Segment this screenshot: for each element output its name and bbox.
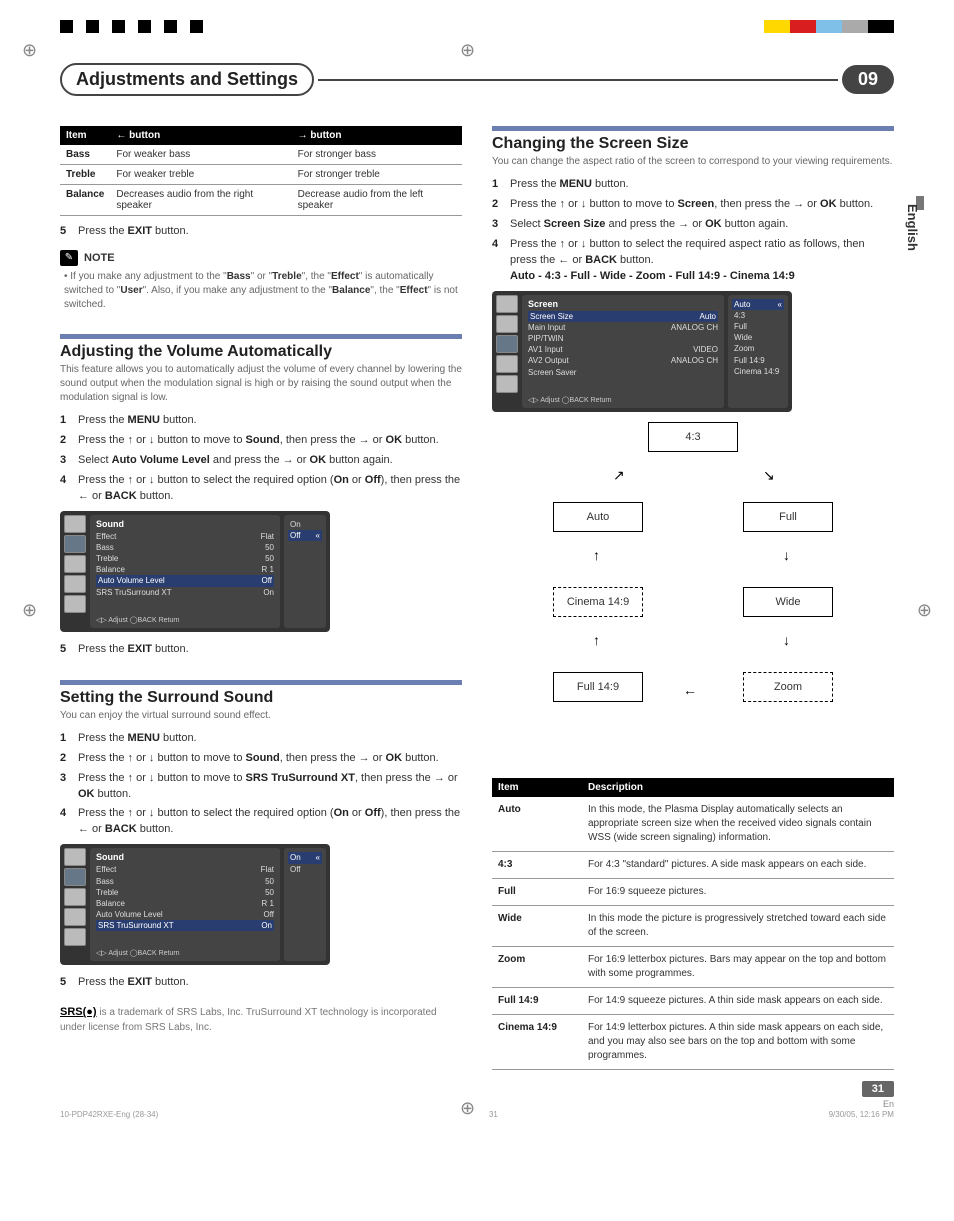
- section-title: Adjusting the Volume Automatically: [60, 343, 462, 361]
- section-subtitle: You can enjoy the virtual surround sound…: [60, 709, 462, 723]
- section-title: Changing the Screen Size: [492, 135, 894, 153]
- osd-sound-2: Sound EffectFlat Bass50 Treble50 Balance…: [60, 844, 330, 965]
- language-tab: English: [905, 204, 920, 251]
- crop-mark: ⊕: [460, 1098, 475, 1119]
- screen-size-table: ItemDescription AutoIn this mode, the Pl…: [492, 778, 894, 1070]
- adjustment-table: Item← button→ button BassFor weaker bass…: [60, 126, 462, 216]
- screen-size-flowchart: 4:3 ↗ ↘ Auto Full ↑ ↓ Cinema 14:9 Wide ↑…: [523, 422, 863, 762]
- crop-mark: ⊕: [917, 600, 932, 621]
- srs-trademark: SRS(●) is a trademark of SRS Labs, Inc. …: [60, 1005, 462, 1034]
- page-footer: 31 En: [862, 1081, 894, 1109]
- registration-marks: [60, 20, 894, 33]
- crop-mark: ⊕: [22, 40, 37, 61]
- section-title: Setting the Surround Sound: [60, 689, 462, 707]
- section-subtitle: This feature allows you to automatically…: [60, 363, 462, 405]
- chapter-header: Adjustments and Settings 09: [60, 63, 894, 96]
- chapter-number: 09: [842, 65, 894, 94]
- print-footer: 10-PDP42RXE-Eng (28-34) 31 9/30/05, 12:1…: [60, 1110, 894, 1119]
- step: 5Press the EXIT button.: [60, 224, 462, 240]
- note-icon: ✎: [60, 250, 78, 266]
- osd-screen: Screen Screen SizeAuto Main InputANALOG …: [492, 291, 792, 412]
- crop-mark: ⊕: [22, 600, 37, 621]
- note-body: • If you make any adjustment to the "Bas…: [60, 270, 462, 312]
- page-title: Adjustments and Settings: [60, 63, 314, 96]
- section-subtitle: You can change the aspect ratio of the s…: [492, 155, 894, 169]
- note-header: ✎ NOTE: [60, 250, 462, 266]
- crop-mark: ⊕: [460, 40, 475, 61]
- osd-sound-1: Sound EffectFlat Bass50 Treble50 Balance…: [60, 511, 330, 632]
